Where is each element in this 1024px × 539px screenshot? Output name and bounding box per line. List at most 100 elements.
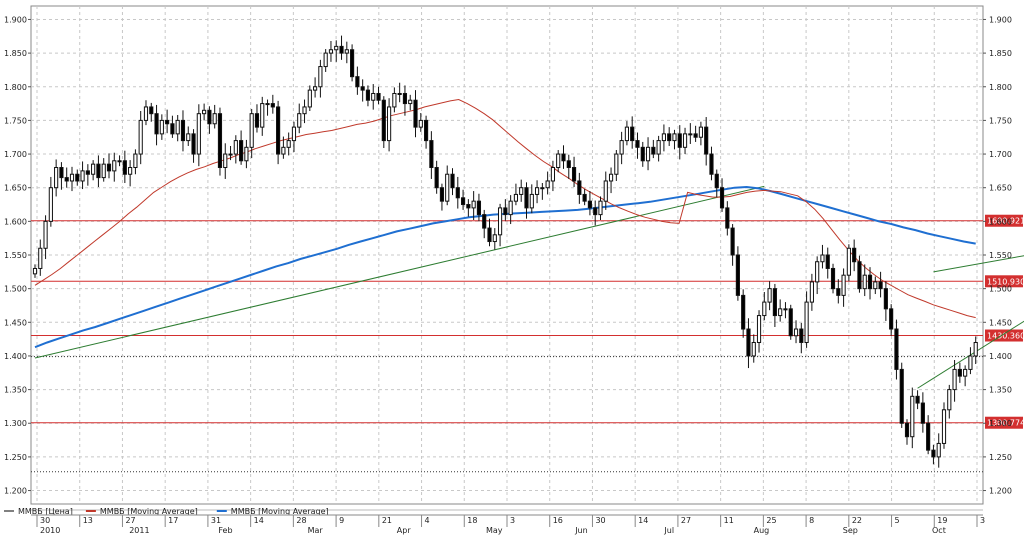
- x-month-label: Jul: [663, 526, 674, 535]
- y-tick-label: 1.850: [4, 49, 27, 58]
- level-tag: [985, 329, 1023, 342]
- level-tag: [985, 275, 1023, 288]
- candle-up: [952, 368, 957, 391]
- candle-up: [302, 106, 307, 115]
- candle-down: [487, 227, 492, 243]
- candle-up: [762, 301, 767, 317]
- candle-down: [788, 308, 793, 337]
- candle-down: [836, 288, 841, 296]
- candle-up: [550, 167, 556, 182]
- x-day-label: 14: [638, 516, 648, 525]
- candle-up: [133, 153, 138, 169]
- candle-down: [376, 92, 381, 101]
- candle-up: [973, 341, 978, 357]
- y-tick-label: 1.350: [4, 386, 27, 395]
- candle-up: [936, 442, 941, 458]
- x-month-label: 2010: [40, 526, 60, 535]
- y-tick-label: 1.550: [4, 251, 27, 260]
- candle-up: [608, 173, 614, 182]
- candle-up: [941, 409, 947, 444]
- candle-up: [101, 163, 106, 179]
- candle-up: [265, 103, 270, 106]
- y-tick-label: 1.250: [4, 453, 27, 462]
- candle-up: [614, 153, 619, 175]
- candle-down: [217, 113, 223, 169]
- candle-down: [239, 140, 244, 162]
- candle-up: [624, 126, 629, 142]
- candle-up: [778, 308, 783, 317]
- candle-down: [434, 167, 439, 189]
- candle-down: [630, 126, 635, 142]
- candle-up: [228, 153, 233, 156]
- candle-up: [344, 49, 349, 54]
- candle-up: [196, 113, 201, 155]
- candle-down: [254, 113, 260, 128]
- candle-down: [677, 133, 682, 148]
- trendlines: [34, 185, 1024, 389]
- candle-down: [730, 227, 735, 256]
- trendline: [917, 320, 1024, 389]
- candle-down: [460, 197, 466, 206]
- candle-up: [223, 153, 228, 169]
- candle-down: [476, 200, 482, 216]
- candle-down: [571, 167, 577, 182]
- x-day-label: 3: [510, 516, 515, 525]
- candle-down: [180, 119, 186, 142]
- candle-down: [931, 449, 936, 458]
- candle-up: [804, 301, 809, 343]
- candle-up: [91, 163, 96, 175]
- candle-up: [249, 113, 254, 148]
- horizontal-levels: 1600.9212 1510.9304 1430.3608 1300.7748: [31, 214, 1024, 473]
- candle-down: [59, 167, 64, 179]
- candle-down: [339, 45, 344, 54]
- level-label: 1430.3608: [987, 332, 1024, 341]
- candle-up: [80, 170, 85, 182]
- candle-down: [482, 214, 487, 229]
- x-month-label: Mar: [308, 526, 324, 535]
- candle-up: [445, 173, 450, 202]
- y-tick-label: 1.900: [4, 15, 27, 24]
- candle-down: [350, 49, 355, 78]
- x-day-label: 5: [895, 516, 900, 525]
- x-month-label: Apr: [397, 526, 412, 535]
- candle-up: [598, 200, 603, 216]
- candle-down: [889, 308, 894, 330]
- legend-label: ММВБ [Moving Average]: [100, 507, 198, 516]
- candle-down: [577, 180, 582, 195]
- candle-up: [281, 146, 286, 155]
- x-day-label: 27: [681, 516, 691, 525]
- candle-up: [783, 308, 788, 311]
- y-tick-label: 1.750: [989, 116, 1012, 125]
- candle-down: [429, 140, 434, 169]
- candle-down: [915, 395, 920, 404]
- candle-up: [862, 274, 867, 290]
- candle-down: [799, 328, 804, 343]
- candle-down: [725, 207, 730, 229]
- candle-down: [466, 204, 471, 209]
- x-month-label: Aug: [754, 526, 770, 535]
- candle-down: [365, 89, 371, 101]
- x-day-label: 17: [168, 516, 178, 525]
- candle-up: [947, 389, 952, 411]
- y-tick-label: 1.500: [4, 285, 27, 294]
- candle-down: [878, 281, 883, 290]
- candle-up: [138, 119, 143, 155]
- candle-up: [392, 92, 397, 108]
- candle-down: [894, 328, 899, 370]
- candle-down: [746, 328, 751, 357]
- x-month-label: Jun: [574, 526, 588, 535]
- y-tick-label: 1.850: [989, 49, 1012, 58]
- candle-up: [323, 52, 328, 68]
- gridlines: [31, 6, 983, 504]
- candle-up: [69, 173, 75, 182]
- y-axis-left: 1.200 1.250 1.300 1.350 1.400 1.450 1.500 1.550…: [4, 15, 31, 496]
- candle-down: [735, 254, 740, 296]
- candle-up: [910, 395, 915, 438]
- y-tick-label: 1.600: [4, 217, 27, 226]
- y-tick-label: 1.450: [4, 318, 27, 327]
- candle-up: [767, 288, 772, 303]
- candle-down: [651, 146, 656, 155]
- y-tick-label: 1.800: [989, 83, 1012, 92]
